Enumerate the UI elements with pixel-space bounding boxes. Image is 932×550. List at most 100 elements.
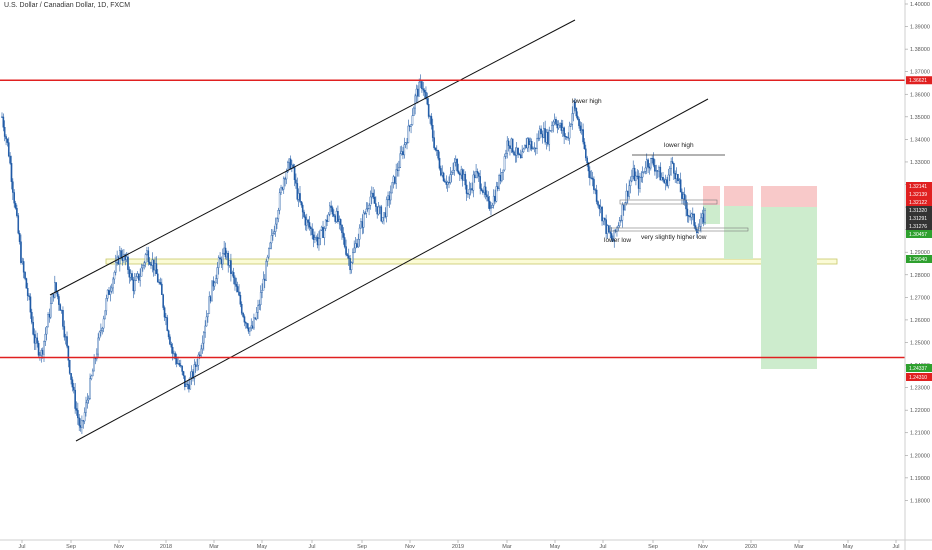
- candle-body: [633, 167, 636, 181]
- x-tick-label: Mar: [794, 544, 804, 550]
- candle-body: [87, 398, 90, 401]
- candle-body: [632, 167, 635, 177]
- candle-body: [109, 291, 112, 295]
- candle-body: [673, 163, 675, 174]
- candle-body: [71, 379, 74, 388]
- candle-body: [599, 206, 602, 210]
- take-profit-box: [724, 206, 753, 259]
- candle-body: [352, 252, 354, 263]
- candle-body: [515, 147, 518, 156]
- candle-body: [227, 253, 230, 266]
- candle-body: [32, 321, 34, 335]
- candle-body: [662, 177, 664, 181]
- candle-body: [429, 116, 431, 118]
- x-tick-label: 2020: [745, 544, 757, 550]
- candle-body: [608, 225, 610, 233]
- candle-body: [553, 119, 556, 123]
- candle-body: [112, 278, 114, 289]
- candle-body: [236, 286, 239, 293]
- channel-upper-line: [49, 19, 576, 296]
- candle-body: [278, 192, 281, 211]
- candle-body: [687, 215, 690, 217]
- candle-body: [694, 225, 697, 230]
- candle-body: [181, 365, 183, 372]
- candle-body: [385, 199, 388, 217]
- candle-body: [537, 137, 540, 139]
- stop-loss-box: [724, 186, 753, 206]
- x-tick-label: Mar: [209, 544, 219, 550]
- candle-body: [522, 148, 525, 153]
- candle-body: [234, 277, 236, 285]
- candle-body: [184, 375, 186, 387]
- candle-body: [64, 336, 67, 338]
- candle-body: [556, 123, 559, 129]
- candle-body: [507, 140, 510, 147]
- candle-body: [81, 420, 83, 428]
- candle-body: [430, 116, 433, 126]
- candle-body: [519, 154, 522, 159]
- candle-body: [100, 330, 102, 333]
- candle-body: [501, 172, 503, 182]
- price-tag: [906, 230, 932, 238]
- candle-body: [173, 353, 175, 355]
- channel-lower-line: [75, 98, 709, 442]
- candle-body: [482, 190, 484, 193]
- candle-body: [664, 179, 667, 184]
- candle-body: [389, 192, 392, 201]
- candle-body: [370, 192, 373, 198]
- candle-body: [29, 296, 32, 313]
- stop-loss-box: [703, 186, 720, 205]
- candle-body: [193, 364, 196, 379]
- candle-body: [188, 384, 190, 390]
- candle-body: [441, 172, 444, 176]
- candle-body: [272, 233, 274, 236]
- annotation-label: lower high: [664, 142, 694, 149]
- candle-body: [643, 171, 645, 173]
- candle-body: [587, 162, 590, 172]
- candle-body: [380, 206, 383, 222]
- candle-body: [163, 307, 166, 318]
- candle-body: [654, 165, 656, 172]
- candle-body: [335, 211, 338, 222]
- candle-body: [274, 223, 277, 232]
- candle-body: [674, 173, 677, 180]
- candle-body: [683, 194, 686, 201]
- candle-body: [301, 204, 304, 213]
- candle-body: [524, 144, 526, 150]
- candle-body: [108, 289, 110, 295]
- candle-body: [21, 261, 24, 263]
- candle-body: [182, 371, 185, 376]
- y-tick-label: 1.35000: [910, 115, 930, 121]
- candle-body: [349, 258, 351, 271]
- candle-body: [128, 269, 131, 278]
- candle-body: [55, 282, 57, 292]
- candle-body: [154, 263, 156, 271]
- candle-body: [40, 350, 43, 356]
- candle-body: [376, 206, 379, 215]
- y-tick-label: 1.25000: [910, 340, 930, 346]
- candle-body: [185, 383, 188, 387]
- candle-body: [603, 217, 606, 220]
- candle-body: [406, 142, 408, 144]
- candle-body: [473, 174, 476, 178]
- candle-body: [354, 243, 357, 249]
- candle-body: [640, 176, 643, 178]
- candle-body: [162, 294, 164, 308]
- candle-body: [561, 127, 564, 131]
- candle-body: [689, 215, 691, 218]
- candle-body: [419, 81, 422, 83]
- candle-body: [372, 192, 374, 198]
- candle-body: [86, 399, 89, 404]
- candle-body: [277, 210, 280, 220]
- candle-body: [396, 169, 399, 171]
- candle-body: [285, 171, 288, 180]
- candle-body: [656, 170, 659, 172]
- candle-body: [490, 207, 492, 210]
- candle-body: [235, 284, 238, 287]
- candle-body: [701, 213, 704, 219]
- candle-body: [461, 169, 464, 181]
- support-zone: [105, 258, 838, 265]
- candle-body: [467, 193, 469, 195]
- candle-body: [22, 261, 25, 273]
